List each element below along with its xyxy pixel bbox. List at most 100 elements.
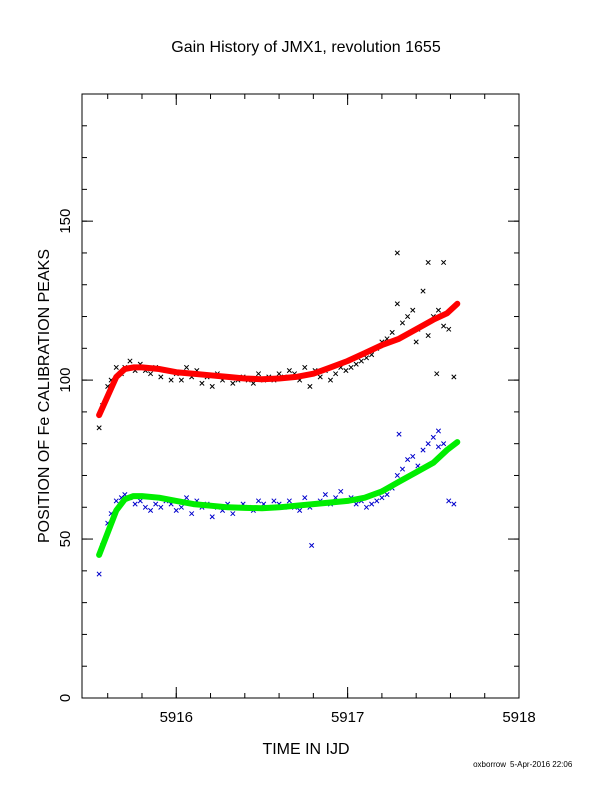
data-point bbox=[327, 377, 334, 383]
data-point bbox=[147, 371, 154, 377]
data-point bbox=[158, 374, 164, 380]
data-point bbox=[353, 361, 359, 367]
data-point bbox=[286, 498, 292, 504]
data-point bbox=[435, 307, 442, 313]
data-point bbox=[209, 514, 215, 520]
plot-frame bbox=[81, 93, 520, 699]
data-point bbox=[317, 374, 323, 380]
data-point bbox=[302, 364, 308, 370]
y-tick-label: 50 bbox=[57, 531, 74, 548]
data-point bbox=[343, 368, 349, 374]
data-point bbox=[158, 504, 164, 510]
y-axis-label: POSITION OF Fe CALIBRATION PEAKS bbox=[36, 249, 53, 543]
data-point bbox=[276, 371, 282, 377]
data-point bbox=[435, 444, 442, 450]
data-point bbox=[399, 466, 406, 472]
data-point bbox=[137, 498, 143, 504]
data-point bbox=[338, 488, 344, 494]
data-point bbox=[434, 371, 440, 377]
x-axis: 5916 5917 5918 bbox=[107, 94, 536, 726]
data-point bbox=[96, 425, 102, 431]
data-point bbox=[255, 498, 262, 504]
x-tick-label: 5916 bbox=[160, 709, 193, 726]
data-point bbox=[153, 501, 159, 507]
data-point bbox=[209, 383, 215, 390]
data-point bbox=[441, 259, 447, 266]
x-tick-label: 5917 bbox=[331, 709, 364, 726]
data-point bbox=[379, 495, 385, 501]
data-point bbox=[363, 504, 370, 510]
data-point bbox=[147, 507, 154, 513]
data-point bbox=[384, 491, 390, 498]
data-point bbox=[425, 259, 431, 266]
data-point bbox=[420, 447, 426, 453]
data-point bbox=[430, 434, 436, 440]
data-point bbox=[113, 498, 119, 504]
data-point bbox=[410, 307, 416, 313]
data-point bbox=[307, 383, 313, 390]
data-point bbox=[358, 358, 364, 364]
data-point bbox=[413, 339, 419, 345]
data-point bbox=[255, 371, 262, 377]
data-point bbox=[309, 542, 315, 548]
data-point bbox=[451, 374, 457, 380]
data-point bbox=[405, 457, 411, 463]
data-point bbox=[168, 377, 174, 383]
plot-area bbox=[96, 250, 461, 577]
data-point bbox=[199, 380, 205, 386]
scatter-series-1 bbox=[96, 428, 457, 577]
data-point bbox=[322, 491, 328, 498]
data-point bbox=[394, 250, 400, 256]
x-tick-label: 5918 bbox=[502, 709, 535, 726]
fit-curve-3 bbox=[96, 439, 461, 558]
data-point bbox=[451, 501, 457, 507]
data-point bbox=[396, 431, 402, 437]
data-point bbox=[394, 472, 400, 479]
y-axis: 0 50 100 150 bbox=[57, 125, 519, 702]
data-point bbox=[173, 507, 179, 513]
y-tick-label: 100 bbox=[57, 368, 74, 393]
data-point bbox=[132, 501, 138, 507]
data-point bbox=[446, 498, 452, 504]
data-point bbox=[446, 326, 452, 332]
data-point bbox=[96, 571, 102, 577]
data-point bbox=[183, 495, 190, 501]
fit-curve-2 bbox=[96, 300, 461, 419]
data-point bbox=[435, 428, 442, 434]
data-point bbox=[178, 377, 184, 383]
footer-author: oxborrow bbox=[473, 760, 506, 769]
data-point bbox=[441, 323, 447, 329]
data-point bbox=[348, 364, 354, 370]
data-point bbox=[389, 329, 395, 335]
data-point bbox=[363, 355, 370, 361]
data-point bbox=[127, 358, 133, 364]
data-point bbox=[374, 498, 380, 504]
data-point bbox=[297, 507, 303, 513]
data-point bbox=[230, 511, 236, 517]
data-point bbox=[183, 364, 190, 370]
data-point bbox=[178, 504, 184, 510]
data-point bbox=[333, 371, 339, 377]
y-tick-label: 0 bbox=[57, 694, 74, 702]
data-point bbox=[441, 441, 447, 447]
data-point bbox=[410, 453, 416, 459]
chart-title: Gain History of JMX1, revolution 1655 bbox=[171, 39, 441, 56]
data-point bbox=[271, 498, 277, 504]
data-point bbox=[142, 504, 148, 510]
data-point bbox=[113, 364, 119, 370]
data-point bbox=[420, 288, 426, 294]
footer-timestamp: 5-Apr-2016 22:06 bbox=[510, 760, 573, 769]
x-axis-label: TIME IN IJD bbox=[262, 741, 349, 758]
data-point bbox=[369, 501, 375, 507]
data-point bbox=[394, 301, 400, 307]
data-point bbox=[230, 380, 236, 386]
data-point bbox=[189, 511, 195, 517]
data-point bbox=[286, 368, 292, 374]
data-point bbox=[399, 320, 406, 326]
data-point bbox=[425, 333, 431, 339]
y-tick-label: 150 bbox=[57, 209, 74, 234]
data-point bbox=[405, 313, 411, 320]
data-point bbox=[302, 495, 308, 501]
data-point bbox=[425, 441, 431, 447]
